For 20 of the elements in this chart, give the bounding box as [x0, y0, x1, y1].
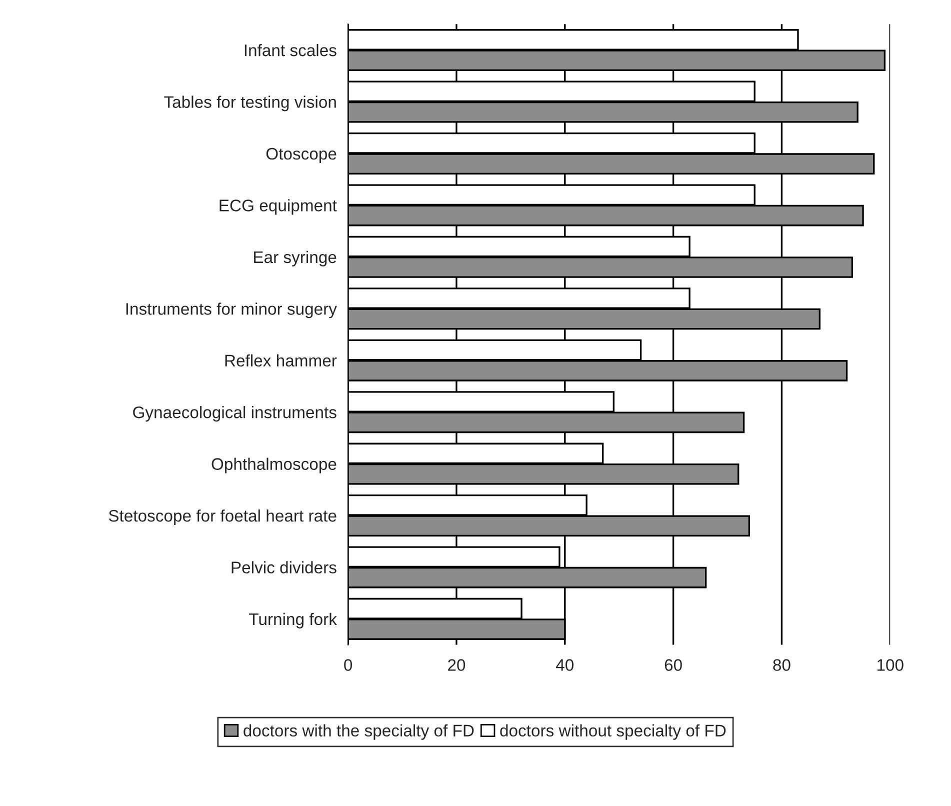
x-tick-label: 20	[448, 659, 466, 671]
y-tick-label: Gynaecological instruments	[133, 406, 336, 422]
y-tick-label: Pelvic dividers	[232, 561, 336, 574]
y-tick-label: Stetoscope for foetal heart rate	[108, 509, 336, 525]
x-tick-label: 100	[878, 659, 904, 671]
y-tick-label: Infant scales	[244, 44, 336, 56]
y-tick-label: Otoscope	[266, 148, 336, 163]
y-tick-label: Instruments for minor sugery	[126, 302, 337, 318]
x-tick-label: 0	[344, 659, 352, 671]
legend-label: doctors with the specialty of FD	[244, 724, 474, 740]
y-tick-label: Ear syringe	[254, 250, 336, 266]
y-tick-label: Turning fork	[249, 612, 337, 628]
y-tick-label: ECG equipment	[220, 199, 337, 215]
y-tick-label: Reflex hammer	[225, 354, 337, 367]
legend-label: doctors without specialty of FD	[500, 724, 726, 740]
x-tick-label: 40	[556, 659, 574, 671]
y-tick-label: Tables for testing vision	[164, 96, 336, 112]
x-tick-label: 80	[773, 659, 790, 671]
y-tick-label: Ophthalmoscope	[212, 458, 336, 474]
x-tick-label: 60	[664, 659, 682, 671]
